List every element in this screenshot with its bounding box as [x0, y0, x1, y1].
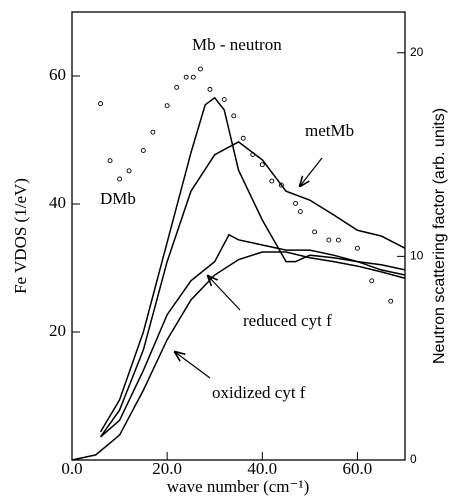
data-point — [107, 158, 113, 164]
data-point — [164, 103, 170, 109]
data-point — [250, 152, 256, 157]
series-label: DMb — [100, 189, 136, 208]
y-axis-label: Fe VDOS (1/eV) — [11, 178, 30, 294]
y2-axis-label: Neutron scattering factor (arb. units) — [431, 108, 448, 364]
plot-frame — [71, 11, 406, 461]
series-line — [71, 251, 406, 461]
y-tick-label: 40 — [49, 193, 66, 212]
data-point — [231, 113, 237, 119]
x-tick-label: 40.0 — [247, 459, 277, 478]
y2-tick-label: 10 — [410, 249, 424, 263]
y2-tick-label: 0 — [410, 452, 417, 466]
data-point — [190, 74, 196, 80]
data-point — [326, 237, 332, 243]
series-line — [100, 233, 406, 438]
data-point — [126, 168, 132, 174]
y2-tick-label: 20 — [410, 45, 424, 59]
series-label: reduced cyt f — [243, 311, 332, 330]
x-axis-label: wave number (cm⁻¹) — [167, 477, 309, 496]
data-point — [140, 148, 146, 153]
data-point — [278, 182, 284, 188]
data-point — [174, 84, 180, 90]
data-point — [207, 86, 213, 92]
series-line — [99, 141, 406, 438]
data-point — [117, 176, 123, 182]
data-point — [269, 178, 275, 184]
series-label: Mb - neutron — [192, 35, 282, 54]
data-point — [335, 237, 341, 243]
data-point — [369, 278, 375, 284]
data-point — [197, 66, 203, 72]
x-tick-label: 0.0 — [61, 459, 82, 478]
data-point — [221, 97, 227, 103]
data-point — [240, 135, 246, 141]
data-point — [183, 74, 189, 80]
data-point — [297, 209, 303, 215]
data-point — [259, 162, 265, 168]
y-tick-label: 60 — [49, 65, 66, 84]
series-label: oxidized cyt f — [212, 383, 306, 402]
x-tick-label: 20.0 — [152, 459, 182, 478]
series-label: metMb — [305, 121, 354, 140]
y-tick-label: 20 — [49, 321, 66, 340]
series-line — [99, 96, 406, 433]
data-point — [312, 229, 318, 235]
data-point — [354, 245, 360, 251]
data-point — [98, 101, 103, 107]
data-point — [150, 129, 156, 135]
data-point — [388, 298, 394, 304]
x-tick-label: 60.0 — [343, 459, 373, 478]
annotation-arrows — [175, 157, 323, 379]
data-point — [293, 200, 299, 206]
